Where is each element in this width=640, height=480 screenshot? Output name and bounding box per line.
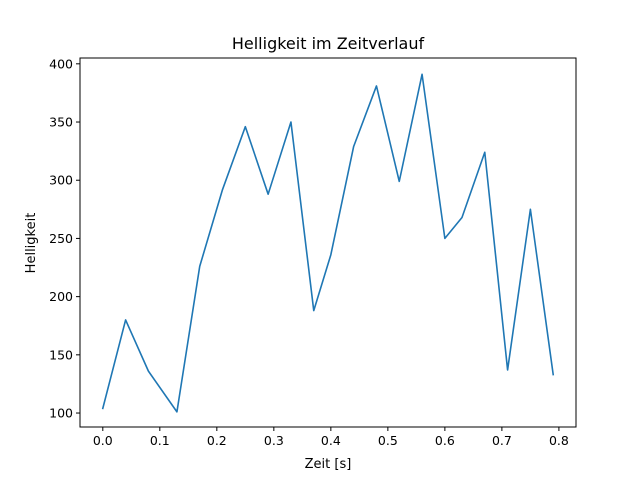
axes-frame <box>79 57 577 428</box>
plot-area <box>101 73 555 413</box>
y-tick-label: 250 <box>49 231 73 246</box>
y-tick-label: 300 <box>49 173 73 188</box>
data-point <box>176 411 178 413</box>
series-line <box>101 73 555 413</box>
data-point <box>398 181 400 183</box>
y-tick-label: 100 <box>49 406 73 421</box>
x-tick-label: 0.2 <box>207 433 227 448</box>
data-point <box>353 146 355 148</box>
x-tick-label: 0.8 <box>549 433 569 448</box>
data-point <box>313 310 315 312</box>
data-point <box>421 74 423 76</box>
chart-title: Helligkeit im Zeitverlauf <box>232 34 425 53</box>
data-point <box>245 126 247 128</box>
data-point <box>330 254 332 256</box>
x-tick-label: 0.0 <box>93 433 113 448</box>
y-tick-label: 400 <box>49 56 73 71</box>
y-axis-label: Helligkeit <box>24 213 39 274</box>
data-point <box>148 370 150 372</box>
x-tick-label: 0.6 <box>435 433 455 448</box>
data-point <box>102 408 104 410</box>
data-point <box>484 151 486 153</box>
x-tick-label: 0.1 <box>150 433 170 448</box>
data-point <box>552 374 554 376</box>
data-point <box>507 369 509 371</box>
y-tick-label: 350 <box>49 115 73 130</box>
data-point <box>125 319 127 321</box>
data-point <box>290 121 292 123</box>
y-tick-label: 150 <box>49 347 73 362</box>
x-tick-label: 0.5 <box>378 433 398 448</box>
data-point <box>376 85 378 87</box>
data-point <box>199 266 201 268</box>
x-tick-label: 0.4 <box>321 433 341 448</box>
y-axis-ticks: 100 150 200 250 300 350 400 <box>49 56 80 421</box>
data-point <box>444 238 446 240</box>
data-point <box>267 193 269 195</box>
x-tick-label: 0.3 <box>264 433 284 448</box>
x-tick-label: 0.7 <box>492 433 512 448</box>
data-point <box>461 217 463 219</box>
data-point <box>530 209 532 211</box>
x-axis-label: Zeit [s] <box>305 457 352 472</box>
y-tick-label: 200 <box>49 289 73 304</box>
data-point <box>222 189 224 191</box>
x-axis-ticks: 0.0 0.1 0.2 0.3 0.4 0.5 0.6 0.7 0.8 <box>93 427 569 448</box>
